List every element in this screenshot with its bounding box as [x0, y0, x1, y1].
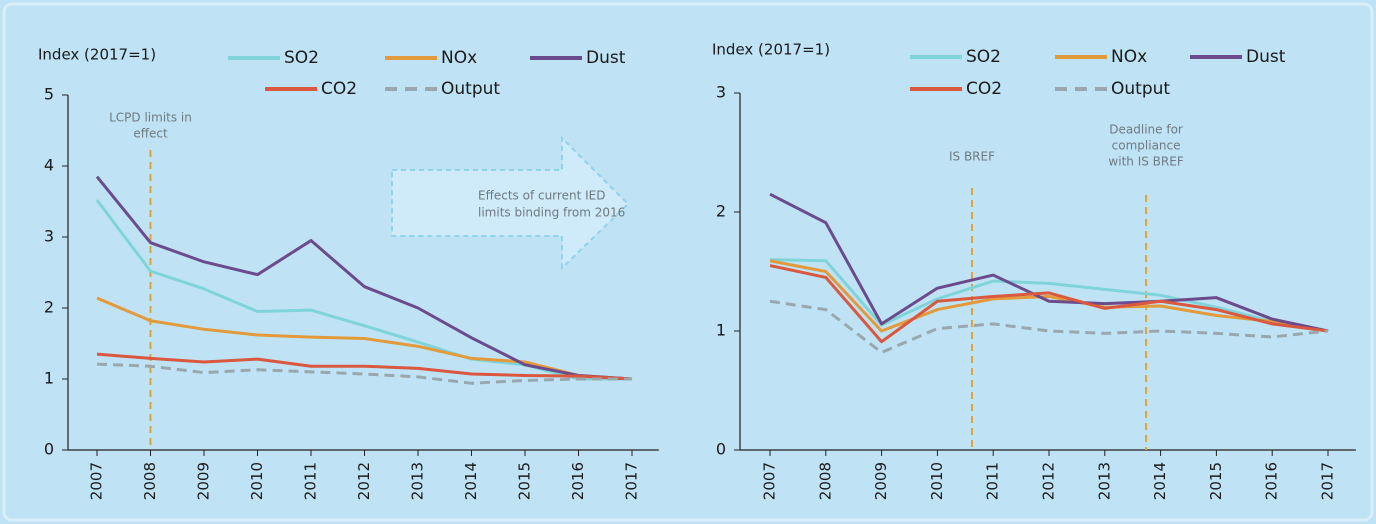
y-tick-label: 3	[716, 83, 726, 102]
x-tick-label: 2015	[1207, 462, 1225, 500]
y-tick-label: 1	[716, 321, 726, 340]
x-tick-label: 2016	[569, 462, 587, 500]
series-line	[96, 352, 633, 381]
annotation-text: limits binding from 2016	[478, 206, 625, 220]
y-tick-label: 3	[44, 227, 54, 246]
legend-label: Output	[1111, 79, 1170, 99]
x-tick-label: 2011	[984, 462, 1002, 500]
y-axis-label: Index (2017=1)	[712, 41, 830, 59]
y-tick-label: 2	[716, 202, 726, 221]
x-tick-label: 2007	[761, 462, 779, 500]
x-tick-label: 2009	[195, 462, 213, 500]
x-tick-label: 2010	[248, 462, 266, 500]
annotation-text: Effects of current IED	[478, 189, 605, 203]
x-tick-label: 2010	[928, 462, 946, 500]
legend-label: SO2	[284, 48, 319, 68]
legend-label: CO2	[966, 79, 1002, 99]
y-tick-label: 4	[44, 156, 54, 175]
y-tick-label: 1	[44, 369, 54, 388]
series-line	[96, 362, 632, 385]
series-line	[769, 264, 1329, 344]
x-tick-label: 2017	[1319, 462, 1337, 500]
x-tick-label: 2012	[1040, 462, 1058, 500]
x-tick-label: 2008	[141, 462, 159, 500]
x-tick-label: 2017	[623, 462, 641, 500]
legend-label: NOx	[1111, 47, 1147, 67]
x-tick-label: 2007	[88, 462, 106, 500]
x-tick-label: 2015	[516, 462, 534, 500]
annotation-text: Deadline for	[1109, 123, 1183, 137]
y-tick-label: 0	[44, 440, 54, 459]
y-tick-label: 5	[44, 85, 54, 104]
x-tick-label: 2011	[302, 462, 320, 500]
series-line	[769, 192, 1329, 333]
annotation-text: IS BREF	[949, 150, 995, 164]
legend-label: Dust	[1246, 47, 1286, 67]
series-line	[769, 259, 1329, 333]
series-line	[95, 175, 633, 381]
x-tick-label: 2014	[462, 462, 480, 500]
legend-label: NOx	[441, 48, 477, 68]
x-tick-label: 2016	[1263, 462, 1281, 500]
legend-label: Dust	[586, 48, 626, 68]
series-line	[769, 299, 1329, 354]
x-tick-label: 2013	[1095, 462, 1113, 500]
y-axis-label: Index (2017=1)	[38, 46, 156, 64]
y-tick-label: 0	[716, 440, 726, 459]
legend-label: SO2	[966, 47, 1001, 67]
series-line	[96, 296, 633, 381]
x-tick-label: 2014	[1151, 462, 1169, 500]
annotation-text: effect	[133, 127, 168, 141]
x-tick-label: 2009	[872, 462, 890, 500]
legend-label: Output	[441, 79, 500, 99]
annotation-text: compliance	[1112, 139, 1181, 153]
legend-label: CO2	[321, 79, 357, 99]
series-line	[769, 258, 1329, 333]
y-tick-label: 2	[44, 298, 54, 317]
x-tick-label: 2008	[816, 462, 834, 500]
arrow-box	[391, 135, 630, 271]
annotation-text: with IS BREF	[1108, 155, 1183, 169]
x-tick-label: 2013	[409, 462, 427, 500]
x-tick-label: 2012	[355, 462, 373, 500]
annotation-text: LCPD limits in	[109, 111, 192, 125]
